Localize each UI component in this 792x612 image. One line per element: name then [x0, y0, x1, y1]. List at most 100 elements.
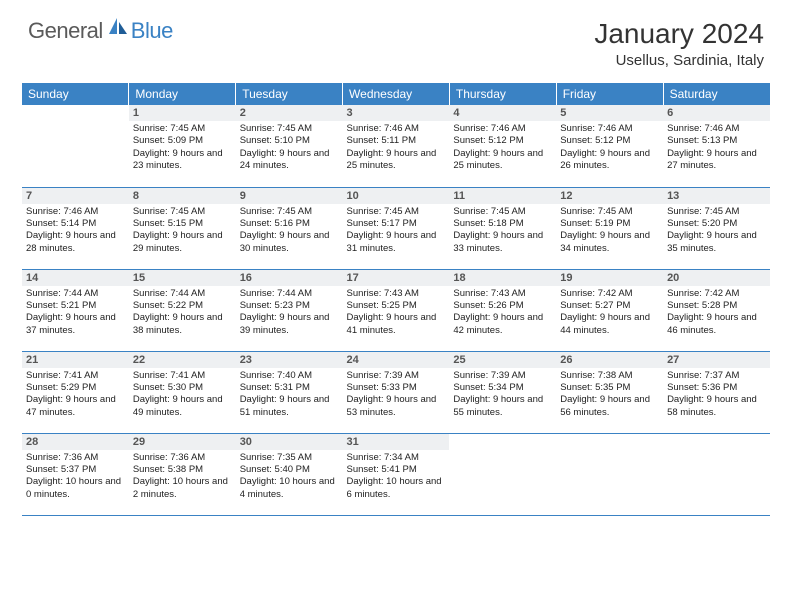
calendar-cell: 12Sunrise: 7:45 AMSunset: 5:19 PMDayligh…	[556, 187, 663, 269]
day-number: 23	[236, 352, 343, 368]
day-info: Sunrise: 7:46 AMSunset: 5:12 PMDaylight:…	[449, 123, 556, 176]
day-info: Sunrise: 7:39 AMSunset: 5:33 PMDaylight:…	[343, 370, 450, 423]
sunset-line: Sunset: 5:38 PM	[133, 464, 232, 476]
daylight-line: Daylight: 9 hours and 46 minutes.	[667, 312, 766, 337]
sunrise-line: Sunrise: 7:34 AM	[347, 452, 446, 464]
calendar-cell: 26Sunrise: 7:38 AMSunset: 5:35 PMDayligh…	[556, 351, 663, 433]
day-info: Sunrise: 7:41 AMSunset: 5:29 PMDaylight:…	[22, 370, 129, 423]
calendar-cell: 29Sunrise: 7:36 AMSunset: 5:38 PMDayligh…	[129, 433, 236, 515]
sunset-line: Sunset: 5:33 PM	[347, 382, 446, 394]
day-number: 31	[343, 434, 450, 450]
day-info: Sunrise: 7:45 AMSunset: 5:20 PMDaylight:…	[663, 206, 770, 259]
sunset-line: Sunset: 5:20 PM	[667, 218, 766, 230]
calendar-week-row: 28Sunrise: 7:36 AMSunset: 5:37 PMDayligh…	[22, 433, 770, 515]
calendar-cell: 3Sunrise: 7:46 AMSunset: 5:11 PMDaylight…	[343, 105, 450, 187]
daylight-line: Daylight: 9 hours and 29 minutes.	[133, 230, 232, 255]
calendar-cell: 6 Sunrise: 7:46 AMSunset: 5:13 PMDaylight…	[663, 105, 770, 187]
day-number: 6	[663, 105, 770, 121]
day-number: 2	[236, 105, 343, 121]
sunrise-line: Sunrise: 7:45 AM	[347, 206, 446, 218]
daylight-line: Daylight: 9 hours and 35 minutes.	[667, 230, 766, 255]
sunset-line: Sunset: 5:17 PM	[347, 218, 446, 230]
daylight-line: Daylight: 9 hours and 51 minutes.	[240, 394, 339, 419]
sunset-line: Sunset: 5:09 PM	[133, 135, 232, 147]
day-info: Sunrise: 7:46 AMSunset: 5:13 PMDaylight:…	[663, 123, 770, 176]
sunrise-line: Sunrise: 7:38 AM	[560, 370, 659, 382]
weekday-header: Thursday	[449, 83, 556, 105]
sunset-line: Sunset: 5:18 PM	[453, 218, 552, 230]
sunset-line: Sunset: 5:27 PM	[560, 300, 659, 312]
calendar-cell: 9Sunrise: 7:45 AMSunset: 5:16 PMDaylight…	[236, 187, 343, 269]
day-number: 21	[22, 352, 129, 368]
day-number: 7	[22, 188, 129, 204]
daylight-line: Daylight: 9 hours and 41 minutes.	[347, 312, 446, 337]
sunrise-line: Sunrise: 7:37 AM	[667, 370, 766, 382]
day-info: Sunrise: 7:41 AMSunset: 5:30 PMDaylight:…	[129, 370, 236, 423]
daylight-line: Daylight: 9 hours and 56 minutes.	[560, 394, 659, 419]
day-info: Sunrise: 7:36 AMSunset: 5:38 PMDaylight:…	[129, 452, 236, 505]
weekday-header: Wednesday	[343, 83, 450, 105]
sunrise-line: Sunrise: 7:45 AM	[560, 206, 659, 218]
sunset-line: Sunset: 5:30 PM	[133, 382, 232, 394]
day-info: Sunrise: 7:40 AMSunset: 5:31 PMDaylight:…	[236, 370, 343, 423]
sunset-line: Sunset: 5:19 PM	[560, 218, 659, 230]
calendar-body: 1Sunrise: 7:45 AMSunset: 5:09 PMDaylight…	[22, 105, 770, 515]
daylight-line: Daylight: 10 hours and 4 minutes.	[240, 476, 339, 501]
calendar-cell	[663, 433, 770, 515]
day-number: 27	[663, 352, 770, 368]
day-info: Sunrise: 7:42 AMSunset: 5:27 PMDaylight:…	[556, 288, 663, 341]
calendar-cell: 17Sunrise: 7:43 AMSunset: 5:25 PMDayligh…	[343, 269, 450, 351]
sunrise-line: Sunrise: 7:45 AM	[133, 206, 232, 218]
logo: General Blue	[28, 18, 173, 44]
day-info: Sunrise: 7:44 AMSunset: 5:21 PMDaylight:…	[22, 288, 129, 341]
daylight-line: Daylight: 10 hours and 0 minutes.	[26, 476, 125, 501]
day-info: Sunrise: 7:45 AMSunset: 5:16 PMDaylight:…	[236, 206, 343, 259]
daylight-line: Daylight: 9 hours and 58 minutes.	[667, 394, 766, 419]
sunset-line: Sunset: 5:12 PM	[560, 135, 659, 147]
sunset-line: Sunset: 5:21 PM	[26, 300, 125, 312]
daylight-line: Daylight: 9 hours and 25 minutes.	[453, 148, 552, 173]
day-number: 22	[129, 352, 236, 368]
calendar-week-row: 7Sunrise: 7:46 AMSunset: 5:14 PMDaylight…	[22, 187, 770, 269]
daylight-line: Daylight: 9 hours and 28 minutes.	[26, 230, 125, 255]
sunset-line: Sunset: 5:11 PM	[347, 135, 446, 147]
calendar-week-row: 14Sunrise: 7:44 AMSunset: 5:21 PMDayligh…	[22, 269, 770, 351]
sunrise-line: Sunrise: 7:45 AM	[240, 123, 339, 135]
sunrise-line: Sunrise: 7:46 AM	[453, 123, 552, 135]
daylight-line: Daylight: 9 hours and 23 minutes.	[133, 148, 232, 173]
daylight-line: Daylight: 9 hours and 42 minutes.	[453, 312, 552, 337]
sunrise-line: Sunrise: 7:39 AM	[347, 370, 446, 382]
sunset-line: Sunset: 5:13 PM	[667, 135, 766, 147]
sunset-line: Sunset: 5:26 PM	[453, 300, 552, 312]
calendar-cell: 2Sunrise: 7:45 AMSunset: 5:10 PMDaylight…	[236, 105, 343, 187]
day-number: 20	[663, 270, 770, 286]
calendar-cell: 8Sunrise: 7:45 AMSunset: 5:15 PMDaylight…	[129, 187, 236, 269]
sunset-line: Sunset: 5:25 PM	[347, 300, 446, 312]
sunset-line: Sunset: 5:34 PM	[453, 382, 552, 394]
sunrise-line: Sunrise: 7:45 AM	[133, 123, 232, 135]
day-number: 13	[663, 188, 770, 204]
sunset-line: Sunset: 5:41 PM	[347, 464, 446, 476]
day-number: 28	[22, 434, 129, 450]
day-info: Sunrise: 7:45 AMSunset: 5:17 PMDaylight:…	[343, 206, 450, 259]
sunrise-line: Sunrise: 7:46 AM	[560, 123, 659, 135]
sunrise-line: Sunrise: 7:42 AM	[667, 288, 766, 300]
logo-text-blue: Blue	[131, 18, 173, 44]
day-number: 18	[449, 270, 556, 286]
daylight-line: Daylight: 10 hours and 6 minutes.	[347, 476, 446, 501]
daylight-line: Daylight: 9 hours and 34 minutes.	[560, 230, 659, 255]
title-block: January 2024 Usellus, Sardinia, Italy	[594, 18, 764, 69]
daylight-line: Daylight: 9 hours and 33 minutes.	[453, 230, 552, 255]
logo-text-general: General	[28, 18, 103, 44]
weekday-header: Saturday	[663, 83, 770, 105]
day-number: 17	[343, 270, 450, 286]
calendar-cell: 25Sunrise: 7:39 AMSunset: 5:34 PMDayligh…	[449, 351, 556, 433]
day-info: Sunrise: 7:46 AMSunset: 5:12 PMDaylight:…	[556, 123, 663, 176]
sunset-line: Sunset: 5:37 PM	[26, 464, 125, 476]
daylight-line: Daylight: 9 hours and 44 minutes.	[560, 312, 659, 337]
calendar-cell: 27 Sunrise: 7:37 AMSunset: 5:36 PMDayligh…	[663, 351, 770, 433]
sunset-line: Sunset: 5:36 PM	[667, 382, 766, 394]
sunset-line: Sunset: 5:28 PM	[667, 300, 766, 312]
calendar-cell: 28Sunrise: 7:36 AMSunset: 5:37 PMDayligh…	[22, 433, 129, 515]
sunrise-line: Sunrise: 7:45 AM	[667, 206, 766, 218]
